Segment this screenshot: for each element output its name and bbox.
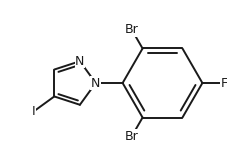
Text: N: N xyxy=(91,76,100,90)
Text: F: F xyxy=(220,76,227,90)
Text: I: I xyxy=(31,105,35,118)
Text: Br: Br xyxy=(124,130,138,143)
Text: Br: Br xyxy=(124,23,138,36)
Text: N: N xyxy=(75,55,84,68)
